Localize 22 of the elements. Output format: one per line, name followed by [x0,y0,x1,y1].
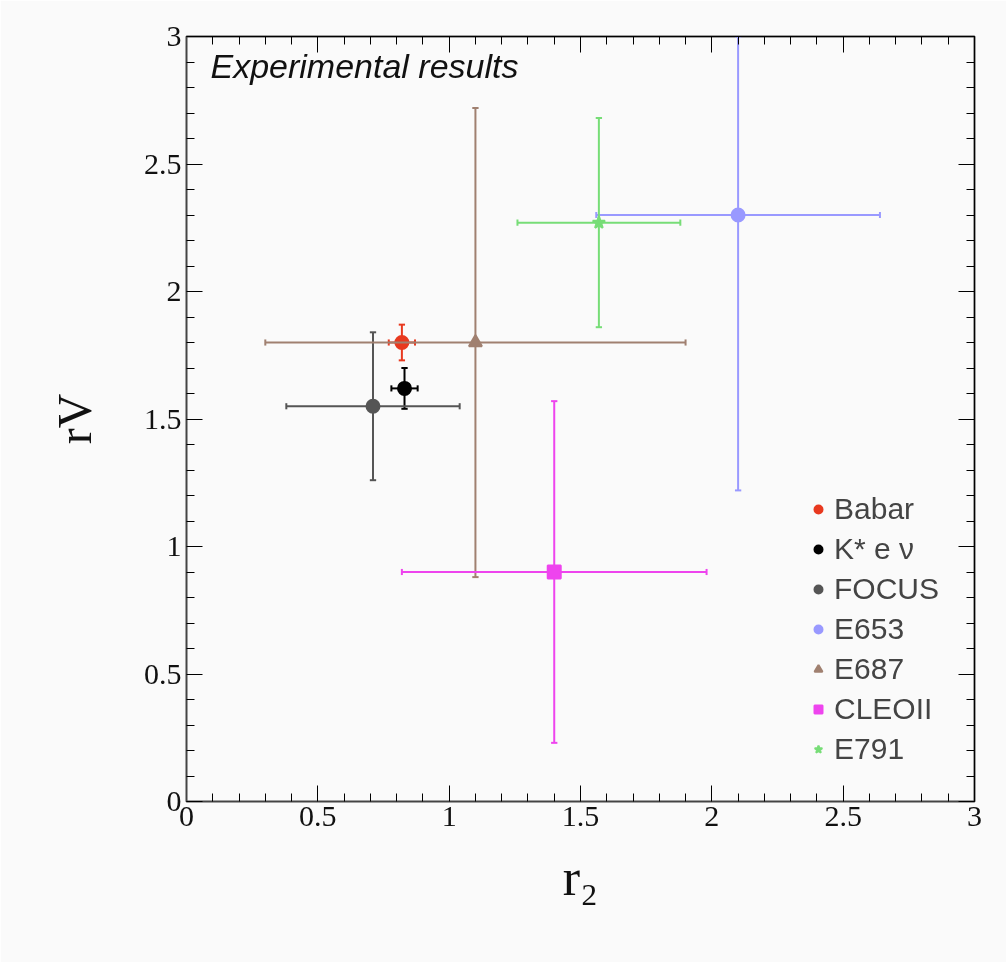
y-axis-title: rV [48,393,101,445]
y-tick-label: 3 [166,19,182,52]
y-tick-label: 0.5 [144,656,182,690]
legend-label: K* e ν [834,532,915,566]
x-axis-title: r₂ [562,848,599,906]
y-tick-label: 2 [166,274,182,307]
y-tick-label: 1 [166,529,182,562]
x-tick-label: 2.5 [824,798,862,832]
legend-label: CLEOII [834,692,933,726]
x-tick-label: 1.5 [561,798,600,832]
legend-label: E687 [834,652,905,686]
x-tick-label: 3 [967,798,982,832]
legend-label: Babar [834,492,915,526]
y-tick-label: 1.5 [144,401,182,435]
chart-title: Experimental results [210,46,519,85]
x-tick-label: 2 [704,798,720,832]
x-tick-label: 1 [441,798,457,832]
y-tick-label: 2.5 [144,146,182,180]
legend-label: E653 [834,612,905,646]
x-tick-label: 0.5 [299,798,337,832]
legend-label: E791 [834,732,905,766]
legend-label: FOCUS [834,572,939,606]
